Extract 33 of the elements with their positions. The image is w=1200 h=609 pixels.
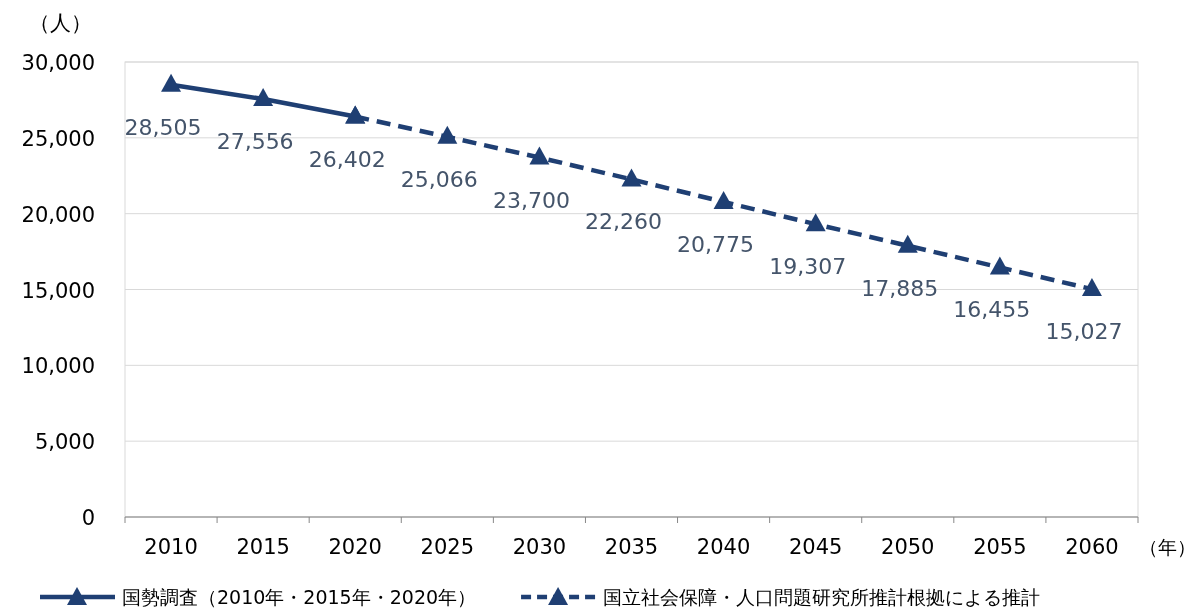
y-tick-label: 20,000 — [21, 202, 95, 227]
x-tick-label: 2060 — [1065, 535, 1119, 559]
y-tick-label: 30,000 — [21, 51, 95, 75]
data-label: 20,775 — [677, 231, 755, 257]
y-axis-title: （人） — [28, 11, 92, 35]
data-label: 22,260 — [585, 209, 662, 235]
y-tick-label: 15,000 — [21, 278, 95, 303]
x-tick-label: 2035 — [604, 535, 659, 559]
x-tick-label: 2010 — [144, 535, 198, 559]
x-tick-label: 2055 — [973, 535, 1027, 559]
x-tick-label: 2050 — [881, 535, 935, 559]
data-label: 17,885 — [861, 275, 939, 301]
data-label: 28,505 — [124, 114, 202, 140]
y-tick-label: 10,000 — [21, 354, 95, 379]
data-label: 15,027 — [1045, 319, 1123, 345]
y-tick-label: 5,000 — [34, 430, 95, 455]
x-tick-label: 2020 — [328, 535, 382, 559]
legend-label: 国立社会保障・人口問題研究所推計根拠による推計 — [603, 586, 1041, 608]
x-tick-label: 2040 — [696, 535, 751, 559]
x-tick-label: 2045 — [788, 535, 843, 559]
data-label: 25,066 — [400, 166, 478, 192]
x-tick-label: 2015 — [236, 535, 290, 559]
data-label: 27,556 — [216, 129, 294, 155]
legend-label: 国勢調査（2010年・2015年・2020年） — [122, 586, 477, 608]
x-tick-label: 2030 — [512, 535, 567, 559]
data-label: 16,455 — [953, 297, 1031, 323]
y-tick-label: 0 — [81, 506, 95, 530]
data-label: 23,700 — [492, 187, 570, 213]
data-label: 19,307 — [769, 254, 847, 280]
x-axis-title: （年） — [1139, 536, 1196, 558]
x-tick-label: 2025 — [420, 535, 475, 559]
y-tick-label: 25,000 — [21, 126, 95, 151]
data-label: 26,402 — [308, 146, 386, 172]
